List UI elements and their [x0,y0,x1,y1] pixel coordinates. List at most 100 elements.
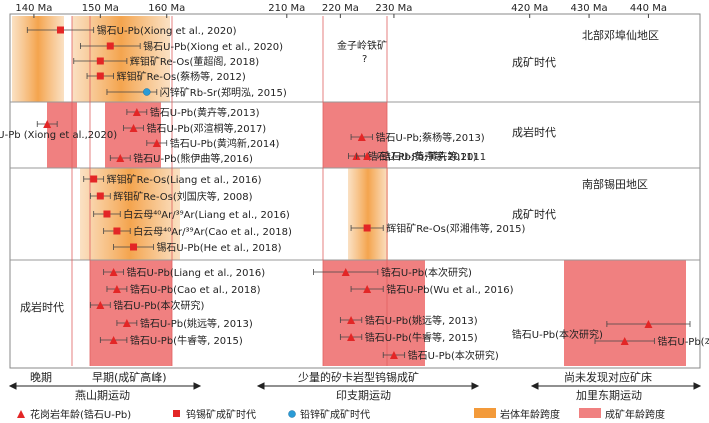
row-label: 锡石U-Pb(Xiong et al., 2020) [143,40,283,53]
rock-time-label-north: 成岩时代 [512,125,556,139]
data-row: 锆石U-Pb;蔡杨等,2013) [350,131,485,144]
data-row: 锆石U-Pb(牛睿等, 2015) [99,334,243,347]
data-row: 锆石U-Pb(Liang et al., 2016) [103,266,265,279]
south-region-label: 南部锡田地区 [582,177,648,191]
rock-span-4 [348,168,388,260]
data-row: 锆石U-Pb(本次研究) [382,349,499,362]
row-label: 白云母⁴⁰Ar/³⁹Ar(Liang et al., 2016) [123,208,290,221]
ore-span-2 [105,102,161,168]
data-row: 辉钼矿Re-Os(邓湘伟等, 2015) [350,222,526,235]
row-label: 锆石U-Pb(熊伊曲等,2016) [133,152,253,165]
data-row: 锡石U-Pb(He et al., 2018) [113,241,282,254]
w-sn-marker [96,192,104,200]
pb-zn-marker [143,88,151,96]
chart-frame [9,13,701,369]
tick-label: 420 Ma [511,3,548,14]
row-label: 锆石U-Pb(本次研究) [408,349,499,362]
ore-time-label-south: 成矿时代 [512,208,556,221]
data-row: 锡石U-Pb(Xiong et al., 2020) [26,24,237,37]
row-label: 辉钼矿Re-Os(邓湘伟等, 2015) [386,222,525,235]
data-row: 锆石U-Pb(姚远等, 2013) [339,314,478,327]
data-row: 锡石U-Pb(Xiong et al., 2020) [80,40,283,53]
tick-label: 430 Ma [571,3,608,14]
granite-marker [620,337,629,345]
jinzi-question: ? [362,54,367,65]
data-row: 辉钼矿Re-Os(董超阁, 2018) [73,55,259,68]
legend-pb-zn-label: 铅锌矿成矿时代 [300,408,370,421]
granite-marker [109,268,118,276]
granite-marker [363,152,372,160]
period-late: 晚期 [30,371,52,384]
data-row: 锆石U-Pb(姚远等, 2013) [116,317,253,330]
period-indosinian-note: 少量的矽卡岩型钨锡成矿 [298,370,419,384]
rock-span-1 [12,16,64,102]
period-caledonian-note: 尚未发现对应矿床 [564,370,652,384]
w-sn-marker [96,57,104,65]
granite-marker [109,336,118,344]
data-row: 锆石U-Pb(Wu et al., 2016) [350,283,514,296]
data-row: 锆石U-Pb (Xiong et al.,2020) [0,120,117,141]
row-label: 锆石U-Pb(黄鸿新,2014) [170,137,280,150]
granite-marker [129,124,138,132]
row-label: 白云母⁴⁰Ar/³⁹Ar(Cao et al., 2018) [133,225,292,238]
legend-pb-zn-icon [288,410,296,418]
row-label: 辉钼矿Re-Os(蔡杨等, 2012) [117,70,246,83]
tick-label: 160 Ma [148,3,185,14]
period-yanshan: 燕山期运动 [75,389,130,402]
period-early: 早期(成矿高峰) [92,370,167,384]
row-label: 锡石U-Pb(Xiong et al., 2020) [97,24,237,37]
row-label: 锆石U-Pb(姚远等, 2013) [140,317,253,330]
tick-label: 230 Ma [375,3,412,14]
legend: 花岗岩年龄(锆石U-Pb) 钨锡矿成矿时代 铅锌矿成矿时代 岩体年龄跨度 成矿年… [17,408,665,421]
row-label: 锆石U-Pb;蔡杨等,2013) [376,131,485,144]
row-label: 锡石U-Pb(He et al., 2018) [156,241,281,254]
row-label: 锆石U-Pb (Xiong et al.,2020) [0,128,117,141]
data-row: 白云母⁴⁰Ar/³⁹Ar(Liang et al., 2016) [93,208,290,221]
legend-rock-span-icon [474,408,496,418]
w-sn-marker [103,210,111,218]
tick-label: 210 Ma [268,3,305,14]
legend-w-sn-icon [173,410,180,417]
ore-span-6 [564,260,686,366]
data-row: 闪锌矿Rb-Sr(郑明泓, 2015) [106,86,287,99]
row-label: 锆石U-Pb;黄卉等,2011 [381,150,486,163]
granite-marker [644,320,653,328]
data-row: 锆石U-Pb(黄鸿新,2014) [146,137,280,150]
jinzi-label: 金子岭铁矿 [337,39,387,52]
tick-label: 220 Ma [322,3,359,14]
granite-marker [132,108,141,116]
legend-ore-span-icon [579,408,601,418]
period-caledonian: 加里东期运动 [576,389,642,402]
data-row: 锆石U-Pb(本次研究) [313,266,472,279]
w-sn-marker [363,224,371,232]
granite-marker [116,154,125,162]
granite-marker [43,120,52,128]
data-row: 锆石U-Pb(Cao et al., 2018) [106,283,261,296]
guide-lines [71,16,388,366]
data-row: 锆石U-Pb(黄卉等,2013) [126,106,260,119]
granite-marker [122,319,131,327]
granite-marker [363,285,372,293]
granite-marker [112,285,121,293]
granite-marker [96,301,105,309]
tick-label: 440 Ma [630,3,667,14]
granite-marker [152,139,161,147]
data-row: 辉钼矿Re-Os(蔡杨等, 2012) [86,70,246,83]
data-row: 锆石U-Pb(本次研究) [594,335,709,348]
data-row: 锆石U-Pb(本次研究) [512,320,691,341]
axis-ticks: 140 Ma 150 Ma 160 Ma 210 Ma 220 Ma 230 Ma 420 … [15,3,667,18]
row-separators [10,101,700,261]
w-sn-marker [90,175,98,183]
row-label: 锆石U-Pb(黄卉等,2013) [150,106,260,119]
north-region-label: 北部邓埠仙地区 [582,28,659,42]
row-label: 辉钼矿Re-Os(刘国庆等, 2008) [113,190,252,203]
tick-label: 150 Ma [82,3,119,14]
row-label: 辉钼矿Re-Os(董超阁, 2018) [130,55,259,68]
legend-ore-span-label: 成矿年龄跨度 [605,408,665,421]
legend-granite-icon [17,410,25,418]
w-sn-marker [113,227,121,235]
w-sn-marker [106,42,114,50]
data-row: 锆石U-Pb;黄卉等,2011 [356,150,486,163]
row-label: 锆石U-Pb(Cao et al., 2018) [130,283,261,296]
